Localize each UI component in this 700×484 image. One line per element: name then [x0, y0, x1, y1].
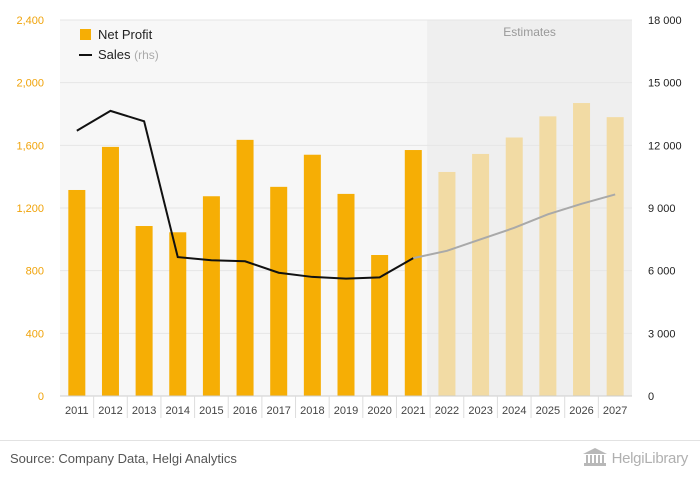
- net-profit-bar: [68, 189, 86, 396]
- net-profit-bar: [303, 154, 321, 396]
- x-tick-label: 2019: [334, 405, 358, 417]
- y-right-tick-label: 15 000: [648, 78, 682, 90]
- y-right-tick-label: 12 000: [648, 140, 682, 152]
- x-tick-label: 2016: [233, 405, 257, 417]
- net-profit-bar: [337, 193, 355, 396]
- x-tick-label: 2027: [603, 405, 627, 417]
- x-tick-label: 2023: [468, 405, 492, 417]
- net-profit-bar: [438, 171, 456, 396]
- y-right-tick-label: 3 000: [648, 328, 676, 340]
- sales-line-actual: [76, 109, 414, 280]
- net-profit-bar: [135, 226, 153, 396]
- net-profit-bar: [505, 137, 523, 396]
- x-tick-label: 2011: [65, 405, 89, 417]
- x-tick-label: 2012: [98, 405, 122, 417]
- legend-sales-suffix: (rhs): [134, 48, 159, 62]
- x-tick-label: 2020: [367, 405, 391, 417]
- x-tick-label: 2015: [199, 405, 223, 417]
- net-profit-bar: [270, 186, 288, 396]
- y-right-tick-label: 18 000: [648, 15, 682, 27]
- net-profit-bar: [371, 255, 389, 396]
- brand-logo: HelgiLibrary: [582, 447, 688, 469]
- net-profit-bar: [539, 116, 557, 396]
- net-profit-bar: [472, 153, 490, 396]
- legend-net-profit-label: Net Profit: [98, 27, 153, 42]
- y-left-tick-label: 2,000: [16, 78, 44, 90]
- net-profit-bar: [404, 150, 422, 396]
- x-tick-label: 2024: [502, 405, 526, 417]
- sales-line-estimate: [413, 193, 616, 260]
- legend-sales-label: Sales (rhs): [98, 47, 159, 62]
- x-tick-label: 2017: [266, 405, 290, 417]
- y-left-tick-label: 2,400: [16, 15, 44, 27]
- combo-chart: Estimates 0 0 400 3 000 800 6 000 1,200 9 000 1,6…: [16, 15, 682, 418]
- net-profit-bar: [202, 196, 220, 396]
- net-profit-bar: [169, 232, 187, 396]
- y-left-tick-label: 800: [26, 266, 44, 278]
- y-right-tick-label: 9 000: [648, 203, 676, 215]
- net-profit-bar: [573, 103, 591, 397]
- net-profit-bar: [101, 146, 119, 396]
- y-left-tick-label: 0: [38, 391, 44, 403]
- library-building-icon: [582, 448, 607, 466]
- y-right-tick-label: 0: [648, 391, 654, 403]
- y-left-tick-label: 1,600: [16, 140, 44, 152]
- x-tick-label: 2025: [536, 405, 560, 417]
- brand-name: HelgiLibrary: [611, 449, 689, 467]
- x-tick-label: 2026: [569, 405, 593, 417]
- legend-net-profit-swatch: [80, 29, 91, 40]
- net-profit-bar: [606, 117, 624, 396]
- source-note: Source: Company Data, Helgi Analytics: [10, 451, 237, 466]
- x-tick-label: 2013: [132, 405, 156, 417]
- estimates-label: Estimates: [503, 25, 556, 39]
- y-left-tick-label: 1,200: [16, 203, 44, 215]
- x-tick-label: 2022: [435, 405, 459, 417]
- x-tick-label: 2021: [401, 405, 425, 417]
- y-left-tick-label: 400: [26, 328, 44, 340]
- x-tick-label: 2014: [166, 405, 190, 417]
- y-right-tick-label: 6 000: [648, 266, 676, 278]
- chart-footer: Source: Company Data, Helgi Analytics He…: [0, 440, 700, 484]
- x-tick-label: 2018: [300, 405, 324, 417]
- net-profit-bar: [236, 139, 254, 396]
